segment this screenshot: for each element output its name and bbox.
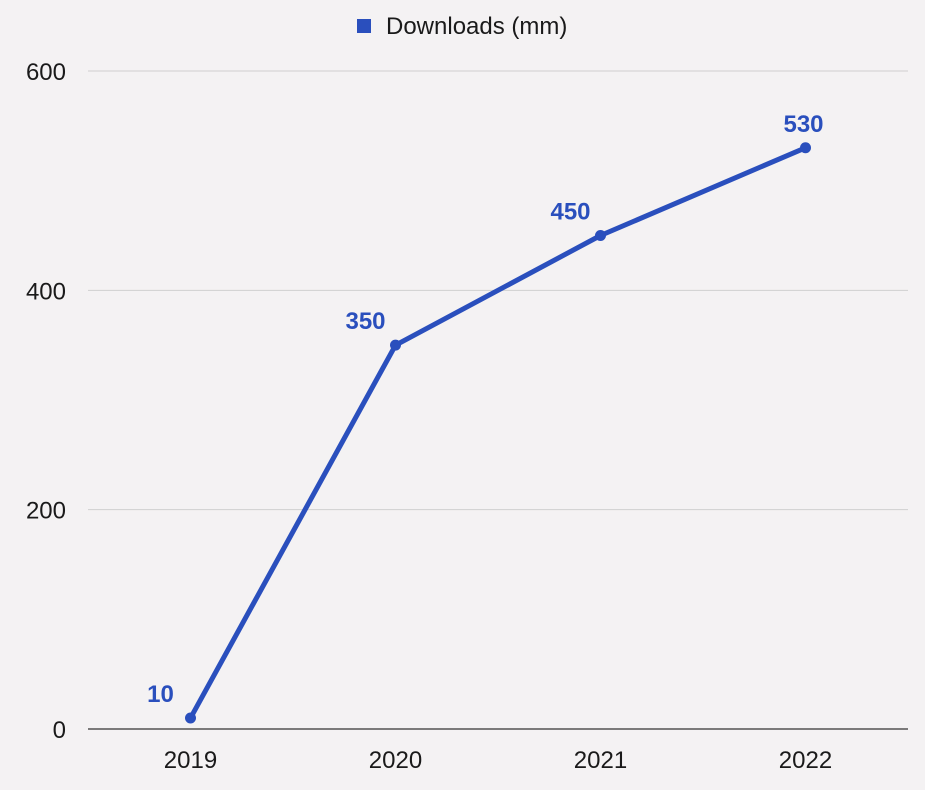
data-label: 530 <box>783 111 823 138</box>
x-tick-label: 2020 <box>369 747 422 774</box>
x-tick-label: 2022 <box>779 747 832 774</box>
data-point <box>390 339 401 351</box>
series-line <box>188 145 808 721</box>
x-tick-label: 2019 <box>164 747 217 774</box>
data-label: 450 <box>550 199 590 226</box>
data-label: 350 <box>345 308 385 335</box>
y-tick-label: 0 <box>53 717 66 744</box>
series-downloads <box>185 142 811 724</box>
x-tick-label: 2021 <box>574 747 627 774</box>
y-tick-label: 600 <box>26 59 66 86</box>
data-point <box>595 230 606 241</box>
y-tick-label: 200 <box>26 498 66 525</box>
data-label: 10 <box>147 681 174 708</box>
data-point <box>185 712 196 724</box>
y-tick-label: 400 <box>26 278 66 305</box>
data-labels: 10 350 450 530 <box>147 111 823 708</box>
axes: 0 200 400 600 2019 2020 2021 2022 <box>26 59 908 774</box>
legend-label: Downloads (mm) <box>386 13 567 40</box>
legend-swatch <box>357 19 371 33</box>
data-point <box>800 142 811 154</box>
legend: Downloads (mm) <box>357 13 567 40</box>
